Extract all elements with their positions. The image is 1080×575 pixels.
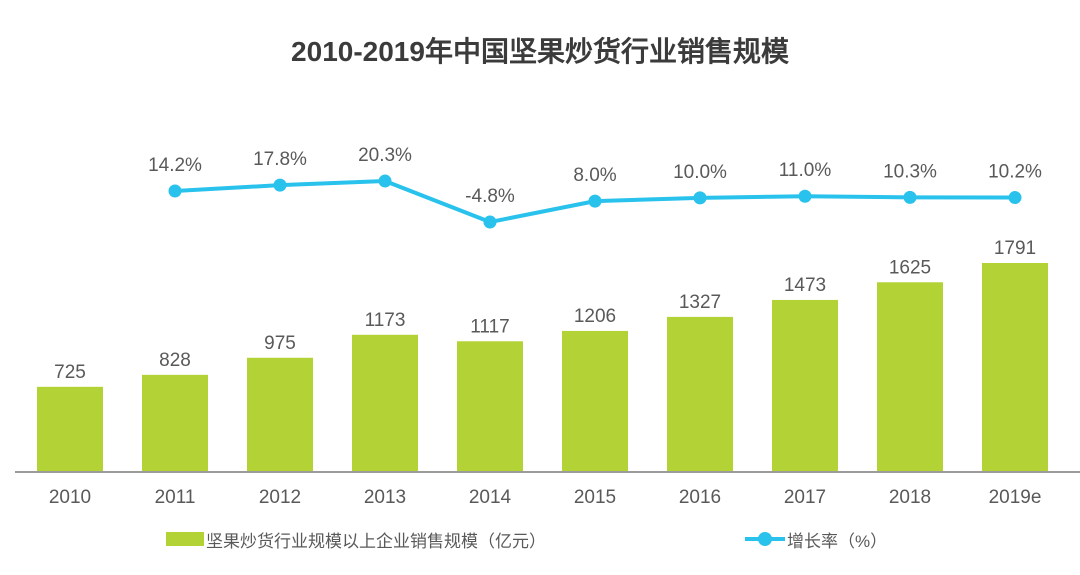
bar-value-label-2013: 1173 xyxy=(365,310,406,331)
line-series-dot-icon xyxy=(758,532,772,546)
growth-point-2015 xyxy=(588,194,602,208)
legend-item-bars: 坚果炒货行业规模以上企业销售规模（亿元） xyxy=(166,529,546,551)
growth-value-label-2011: 14.2% xyxy=(148,155,202,176)
growth-point-2011 xyxy=(168,184,182,198)
bar-value-label-2011: 828 xyxy=(159,350,191,371)
x-axis-label-2012: 2012 xyxy=(259,487,301,508)
bar-value-label-2014: 1117 xyxy=(470,316,509,337)
growth-value-label-2018: 10.3% xyxy=(883,161,937,182)
growth-value-label-2014: -4.8% xyxy=(465,186,515,207)
line-series-swatch xyxy=(745,532,785,546)
growth-value-label-2017: 11.0% xyxy=(779,160,832,181)
bar-series-swatch xyxy=(166,532,204,546)
growth-point-2019e xyxy=(1008,191,1022,205)
bar-value-label-2012: 975 xyxy=(264,333,296,354)
x-axis-label-2019e: 2019e xyxy=(989,487,1042,508)
x-axis-label-2011: 2011 xyxy=(155,487,196,508)
legend-item-line: 增长率（%） xyxy=(745,529,888,551)
legend: 坚果炒货行业规模以上企业销售规模（亿元） 增长率（%） xyxy=(0,529,1080,553)
x-axis-label-2014: 2014 xyxy=(469,487,512,508)
growth-point-2014 xyxy=(483,215,497,229)
x-axis-label-2016: 2016 xyxy=(679,487,721,508)
x-axis-label-2015: 2015 xyxy=(574,487,616,508)
x-axis-label-2017: 2017 xyxy=(784,487,826,508)
bar-value-label-2017: 1473 xyxy=(784,275,826,296)
growth-point-2018 xyxy=(903,190,917,204)
bar-series-label: 坚果炒货行业规模以上企业销售规模（亿元） xyxy=(206,531,546,551)
x-axis-label-2013: 2013 xyxy=(364,487,406,508)
bar-2015 xyxy=(562,330,628,471)
bar-2013 xyxy=(352,334,418,471)
growth-point-2016 xyxy=(693,191,707,205)
growth-value-label-2016: 10.0% xyxy=(673,162,727,183)
bar-2010 xyxy=(37,386,103,471)
bar-2011 xyxy=(142,374,208,471)
growth-point-2013 xyxy=(378,174,392,188)
growth-point-2012 xyxy=(273,178,287,192)
line-series-label: 增长率（%） xyxy=(787,531,888,551)
bar-2019e xyxy=(982,263,1048,471)
growth-value-label-2013: 20.3% xyxy=(358,145,412,166)
bar-2018 xyxy=(877,282,943,471)
chart-title: 2010-2019年中国坚果炒货行业销售规模 xyxy=(291,36,789,67)
bar-value-label-2015: 1206 xyxy=(574,306,616,327)
bar-value-label-2016: 1327 xyxy=(679,292,721,313)
bar-2014 xyxy=(457,341,523,471)
bar-2016 xyxy=(667,316,733,471)
growth-value-label-2019e: 10.2% xyxy=(988,162,1042,183)
bar-value-label-2019e: 1791 xyxy=(994,238,1036,259)
bar-value-label-2010: 725 xyxy=(54,362,86,383)
growth-value-label-2012: 17.8% xyxy=(253,149,307,170)
growth-value-label-2015: 8.0% xyxy=(573,165,616,186)
bar-2017 xyxy=(772,299,838,471)
x-axis-label-2018: 2018 xyxy=(889,487,931,508)
x-axis-label-2010: 2010 xyxy=(49,487,91,508)
bar-2012 xyxy=(247,357,313,471)
bar-value-label-2018: 1625 xyxy=(889,257,931,278)
growth-point-2017 xyxy=(798,189,812,203)
